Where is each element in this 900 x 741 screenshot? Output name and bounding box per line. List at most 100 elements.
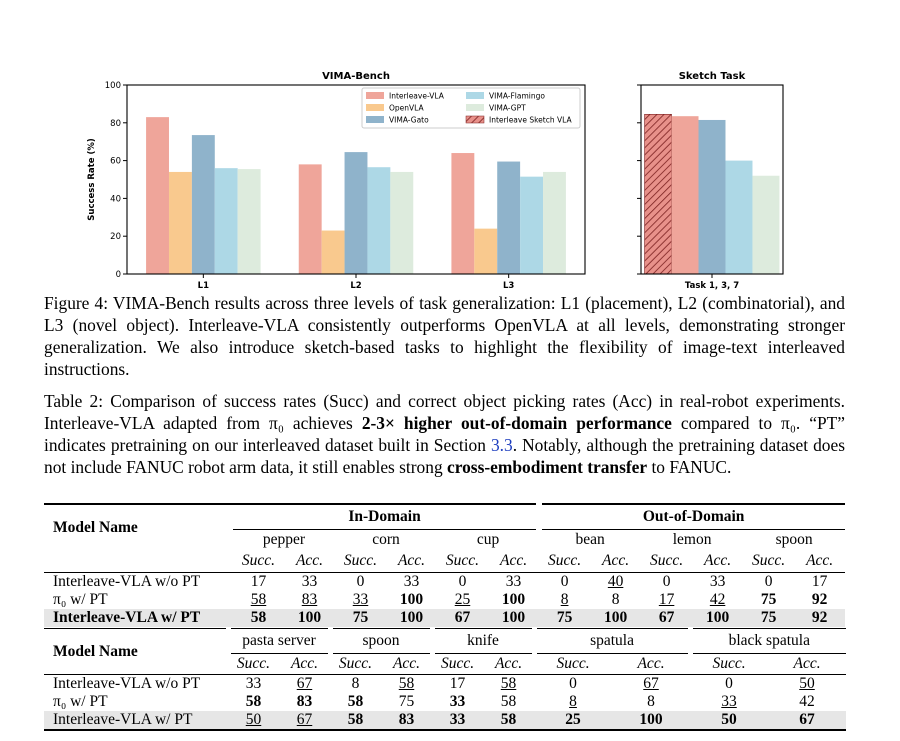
object-header: corn — [372, 531, 400, 549]
cell: 8 — [590, 591, 641, 609]
cell: 33 — [690, 693, 768, 711]
bar — [146, 117, 169, 274]
cell: 67 — [279, 675, 330, 694]
cell-value: 100 — [603, 608, 628, 626]
subheader: Succ. — [343, 552, 378, 570]
x-tick-label: L3 — [503, 281, 514, 291]
caption-bold: 2-3× higher out-of-domain performance — [361, 413, 672, 433]
section-link[interactable]: 3.3 — [490, 435, 513, 455]
bar — [214, 168, 238, 274]
cell-value: 100 — [705, 608, 730, 626]
object-header: spoon — [775, 531, 813, 549]
cell-value: 0 — [560, 572, 569, 590]
cell-value: 33 — [709, 572, 726, 590]
cell: 8 — [612, 693, 690, 711]
cell-value: 75 — [398, 693, 415, 710]
cell: 0 — [437, 572, 488, 591]
figure-caption: Figure 4: VIMA-Bench results across thre… — [44, 293, 845, 379]
y-tick-label: 80 — [110, 119, 121, 129]
cell: 8 — [330, 675, 381, 694]
data-row: Interleave-VLA w/o PT 33 67 8 58 17 58 0 67 0 50 — [44, 675, 846, 694]
object-header: pasta server — [225, 628, 330, 654]
cell-value: 75 — [556, 608, 573, 626]
cell-value: 67 — [296, 675, 313, 692]
x-tick-label: L2 — [350, 281, 361, 291]
legend-swatch — [366, 92, 384, 99]
data-row: Interleave-VLA w/o PT 17 33 0 33 0 33 0 40 0 33 0 17 — [44, 572, 845, 591]
group-header: In-Domain — [233, 504, 543, 530]
subheader: Succ. — [236, 655, 271, 672]
bar — [497, 161, 521, 274]
object-header: pepper — [262, 531, 306, 549]
caption-text: . Notably, although the pretraining data… — [44, 435, 845, 477]
cell-value: 25 — [565, 711, 581, 728]
cell: 50 — [768, 675, 846, 694]
cell-value: 33 — [352, 590, 369, 608]
bar — [321, 230, 345, 274]
cell: 33 — [432, 693, 483, 711]
object-header: knife — [429, 628, 535, 654]
cell-value: 75 — [760, 590, 777, 608]
row-name: Interleave-VLA w/o PT — [53, 572, 201, 590]
row-name: Interleave-VLA w/ PT — [44, 711, 228, 730]
cell: 100 — [386, 608, 437, 627]
subheader: Succ. — [712, 655, 746, 672]
cell: 83 — [279, 693, 330, 711]
cell: 100 — [612, 711, 691, 730]
caption-text: Table 2: Comparison of success rates (Su… — [44, 391, 845, 433]
subheader: Acc. — [806, 552, 834, 570]
cell: 58 — [233, 608, 284, 627]
cell-value: 50 — [721, 711, 737, 728]
cell-value: 8 — [351, 675, 360, 692]
legend-label: VIMA-Gato — [389, 116, 429, 125]
bar — [644, 113, 672, 275]
cell: 33 — [432, 711, 484, 730]
blank — [44, 551, 233, 572]
caption-text: compared to π₀. “PT” indicates pretraini… — [44, 413, 845, 455]
subheader: Acc. — [494, 655, 523, 672]
results-table: Model Name pasta server spoon knife spatula b… — [44, 628, 847, 731]
y-tick-label: 20 — [110, 232, 121, 242]
cell-value: 58 — [250, 608, 267, 626]
cell: 8 — [534, 693, 612, 711]
cell: 58 — [330, 693, 381, 711]
object-header: spatula — [531, 628, 691, 654]
legend: Interleave-VLA OpenVLA VIMA-Gato VIMA-Flami… — [361, 87, 581, 129]
cell-value: 33 — [449, 711, 466, 728]
cell: 33 — [228, 675, 279, 694]
cell: 25 — [437, 591, 488, 609]
object-header: cup — [476, 531, 500, 549]
cell: 0 — [534, 675, 612, 694]
cell: 25 — [534, 711, 613, 730]
cell-value: 33 — [449, 693, 466, 710]
cell-value: 0 — [569, 675, 577, 692]
chart-title: VIMA-Bench — [322, 71, 390, 82]
cell: 75 — [539, 608, 591, 627]
cell: 33 — [284, 572, 335, 591]
cell: 50 — [690, 711, 769, 730]
cell-value: 33 — [301, 572, 318, 590]
object-header: spoon — [327, 628, 433, 654]
cell-value: 83 — [301, 590, 318, 608]
cell: 40 — [590, 572, 641, 591]
bar — [237, 169, 261, 274]
cell: 0 — [690, 675, 768, 694]
cell-value: 100 — [399, 590, 424, 608]
cell: 33 — [692, 572, 743, 591]
cell: 58 — [483, 675, 534, 694]
cell-value: 92 — [811, 608, 828, 626]
cell: 33 — [335, 591, 386, 609]
subheader: Succ. — [556, 655, 590, 672]
y-tick-label: 0 — [116, 270, 121, 280]
subheader: Acc. — [602, 552, 630, 570]
results-table: Model Name In-Domain Out-of-Domain pepper co… — [44, 503, 846, 627]
cell-value: 58 — [245, 693, 262, 710]
subheader-row: Succ. Acc. Succ. Acc. Succ. Acc. Succ. Acc. Succ… — [44, 551, 846, 572]
cell-value: 83 — [296, 693, 313, 710]
object-header: black spatula — [687, 628, 847, 654]
cell: 58 — [483, 711, 535, 730]
cell: 42 — [692, 591, 743, 609]
cell-value: 17 — [658, 590, 675, 608]
data-row: π₀ w/ PT 58 83 33 100 25 100 8 8 17 42 75 92 — [44, 591, 845, 609]
